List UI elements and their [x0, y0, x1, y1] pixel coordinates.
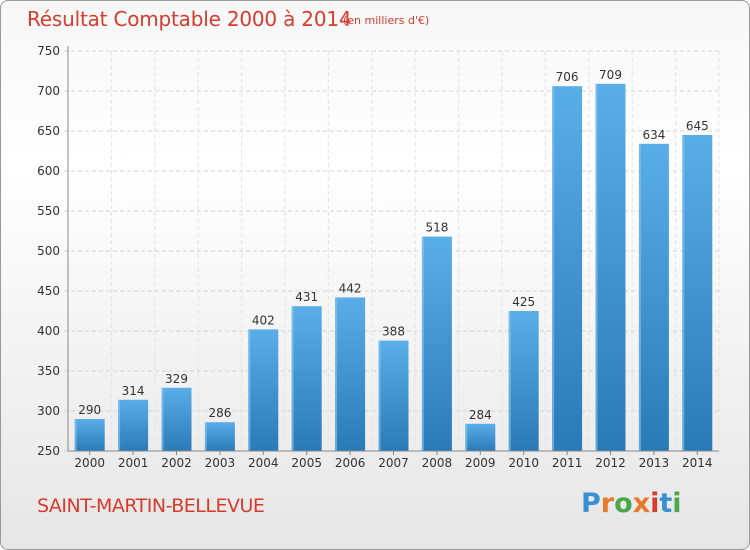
value-label-2006: 442 — [339, 281, 362, 295]
x-tick-label-2011: 2011 — [552, 456, 583, 470]
x-tick-label-2005: 2005 — [291, 456, 322, 470]
y-tick-label: 600 — [37, 164, 60, 178]
bar-highlight — [595, 83, 598, 452]
bar-2009 — [465, 423, 496, 451]
y-tick-label: 450 — [37, 284, 60, 298]
x-tick-label-2003: 2003 — [205, 456, 236, 470]
value-label-2005: 431 — [295, 290, 318, 304]
logo-letter: r — [600, 488, 615, 519]
value-label-2013: 634 — [642, 128, 665, 142]
value-label-2004: 402 — [252, 313, 275, 327]
x-tick-label-2014: 2014 — [682, 456, 713, 470]
commune-name: SAINT-MARTIN-BELLEVUE — [37, 495, 265, 517]
bar-highlight — [682, 135, 685, 451]
x-tick-label-2010: 2010 — [508, 456, 539, 470]
x-tick-label-2000: 2000 — [74, 456, 105, 470]
logo-letter: i — [650, 488, 660, 519]
logo-letter: i — [672, 488, 682, 519]
y-tick-label: 550 — [37, 204, 60, 218]
bar-2006 — [335, 297, 366, 451]
bar-2003 — [204, 422, 235, 451]
bar-highlight — [161, 387, 164, 451]
bar-highlight — [118, 399, 121, 451]
x-tick-label-2006: 2006 — [335, 456, 366, 470]
bar-highlight — [74, 419, 77, 451]
proxiti-logo[interactable]: Proxiti — [581, 488, 682, 519]
logo-letter: t — [659, 488, 673, 519]
y-tick-label: 750 — [37, 44, 60, 58]
value-label-2008: 518 — [425, 221, 448, 235]
bar-highlight — [465, 423, 468, 451]
logo-letter: x — [632, 488, 651, 519]
y-tick-label: 300 — [37, 404, 60, 418]
x-tick-label-2013: 2013 — [639, 456, 670, 470]
bar-2005 — [291, 306, 322, 451]
y-tick-label: 500 — [37, 244, 60, 258]
bar-2004 — [248, 329, 279, 451]
grid-layer — [64, 50, 720, 452]
y-tick-label: 250 — [37, 444, 60, 458]
bar-2007 — [378, 340, 409, 451]
bar-highlight — [552, 86, 555, 451]
bar-highlight — [638, 143, 641, 452]
bar-2001 — [118, 399, 149, 451]
bar-2002 — [161, 387, 192, 451]
bar-chart: 290 314 329 286 402 431 442 388 518 284 425 706 709 6… — [37, 44, 720, 470]
value-label-2003: 286 — [208, 406, 231, 420]
x-tick-label-2001: 2001 — [118, 456, 149, 470]
x-tick-label-2012: 2012 — [595, 456, 626, 470]
y-tick-label: 700 — [37, 84, 60, 98]
value-label-2011: 706 — [556, 70, 579, 84]
y-tick-label: 400 — [37, 324, 60, 338]
bar-2008 — [421, 236, 452, 451]
bar-highlight — [291, 306, 294, 451]
x-tick-label-2004: 2004 — [248, 456, 279, 470]
bar-2011 — [552, 86, 583, 451]
value-label-2010: 425 — [512, 295, 535, 309]
value-label-2009: 284 — [469, 408, 492, 422]
logo-letter: P — [581, 488, 601, 519]
y-tick-label: 650 — [37, 124, 60, 138]
bar-2013 — [638, 143, 669, 452]
bar-2014 — [682, 135, 713, 451]
bar-highlight — [421, 236, 424, 451]
x-tick-label-2007: 2007 — [378, 456, 409, 470]
chart-subtitle: (en milliers d'€) — [343, 14, 430, 27]
value-label-2002: 329 — [165, 372, 188, 386]
value-label-2001: 314 — [122, 384, 145, 398]
y-tick-label: 350 — [37, 364, 60, 378]
bar-highlight — [335, 297, 338, 451]
chart-title: Résultat Comptable 2000 à 2014 — [27, 7, 352, 31]
x-tick-label-2009: 2009 — [465, 456, 496, 470]
bar-highlight — [248, 329, 251, 451]
bar-highlight — [378, 340, 381, 451]
bar-highlight — [508, 311, 511, 451]
axis-layer: 250 300 350 400 450 500 550 600 650 700 750 2000 200… — [37, 44, 719, 470]
bars-layer: 290 314 329 286 402 431 442 388 518 284 425 706 709 6… — [74, 68, 713, 452]
value-label-2012: 709 — [599, 68, 622, 82]
bar-highlight — [204, 422, 207, 451]
x-tick-label-2002: 2002 — [161, 456, 192, 470]
bar-2012 — [595, 83, 626, 452]
bar-2000 — [74, 419, 105, 451]
value-label-2014: 645 — [686, 119, 709, 133]
logo-letter: o — [614, 488, 633, 519]
value-label-2007: 388 — [382, 325, 405, 339]
x-tick-label-2008: 2008 — [422, 456, 453, 470]
value-label-2000: 290 — [78, 403, 101, 417]
bar-2010 — [508, 311, 539, 451]
